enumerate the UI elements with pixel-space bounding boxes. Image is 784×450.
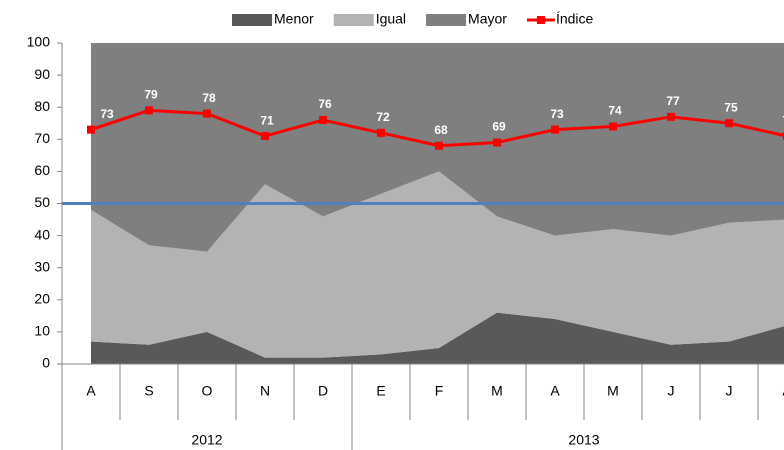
index-marker bbox=[261, 132, 269, 141]
data-label: 76 bbox=[318, 97, 332, 111]
y-tick-label: 60 bbox=[34, 162, 50, 178]
y-tick-label: 50 bbox=[34, 194, 50, 210]
data-label: 71 bbox=[260, 113, 274, 127]
data-label: 68 bbox=[434, 123, 448, 137]
data-label: 72 bbox=[376, 110, 390, 124]
index-marker bbox=[145, 106, 153, 115]
y-tick-label: 80 bbox=[34, 98, 50, 114]
x-tick-label: S bbox=[144, 383, 153, 399]
data-label: 75 bbox=[724, 100, 738, 114]
y-tick-label: 90 bbox=[34, 66, 50, 82]
legend-swatch bbox=[536, 16, 545, 24]
index-marker bbox=[319, 116, 327, 125]
index-marker bbox=[87, 125, 95, 134]
x-tick-label: A bbox=[550, 383, 560, 399]
group-label: 2012 bbox=[191, 432, 222, 448]
index-marker bbox=[493, 138, 501, 147]
data-label: 77 bbox=[666, 94, 680, 108]
y-tick-label: 30 bbox=[34, 258, 50, 274]
data-label: 74 bbox=[608, 104, 622, 118]
data-label: 73 bbox=[100, 107, 114, 121]
data-label: 69 bbox=[492, 120, 506, 134]
data-label: 78 bbox=[202, 91, 216, 105]
area bbox=[91, 171, 784, 358]
legend-swatch bbox=[333, 14, 374, 26]
x-tick-label: D bbox=[318, 383, 328, 399]
x-tick-label: J bbox=[726, 383, 733, 399]
y-tick-label: 100 bbox=[27, 34, 51, 50]
y-tick-label: 10 bbox=[34, 323, 50, 339]
index-marker bbox=[435, 141, 443, 150]
legend-label: Mayor bbox=[468, 11, 507, 27]
legend-label: Menor bbox=[274, 11, 314, 27]
legend-swatch bbox=[232, 14, 272, 26]
index-marker bbox=[551, 125, 559, 134]
index-marker bbox=[377, 128, 385, 137]
index-marker bbox=[203, 109, 211, 118]
group-label: 2013 bbox=[568, 432, 599, 448]
y-tick-label: 0 bbox=[42, 355, 50, 371]
index-marker bbox=[609, 122, 617, 131]
index-marker bbox=[667, 112, 675, 121]
legend-label: Igual bbox=[376, 11, 406, 27]
legend-label: Índice bbox=[556, 11, 594, 27]
x-tick-label: E bbox=[376, 383, 385, 399]
x-tick-label: O bbox=[202, 383, 213, 399]
x-tick-label: N bbox=[260, 383, 270, 399]
data-label: 71 bbox=[782, 113, 784, 127]
x-tick-label: A bbox=[86, 383, 96, 399]
x-tick-label: F bbox=[435, 383, 444, 399]
data-label: 73 bbox=[550, 107, 564, 121]
data-label: 79 bbox=[144, 88, 158, 102]
y-tick-label: 20 bbox=[34, 291, 50, 307]
x-tick-label: M bbox=[491, 383, 503, 399]
x-tick-label: A bbox=[782, 383, 784, 399]
y-tick-label: 70 bbox=[34, 130, 50, 146]
index-marker bbox=[725, 119, 733, 128]
area bbox=[91, 312, 784, 364]
legend-swatch bbox=[426, 14, 467, 26]
x-tick-label: M bbox=[607, 383, 619, 399]
y-tick-label: 40 bbox=[34, 226, 50, 242]
x-tick-label: J bbox=[668, 383, 675, 399]
